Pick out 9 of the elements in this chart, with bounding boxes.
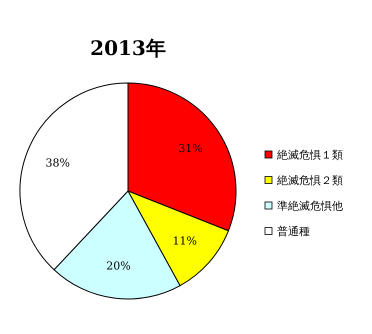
data-label: 20% [106, 260, 131, 273]
data-label: 38% [45, 156, 70, 170]
data-label: 11% [172, 234, 197, 248]
chart-title: 2013年 [90, 36, 166, 60]
legend-label: 絶滅危惧１類 [276, 148, 343, 162]
legend-label: 普通種 [277, 225, 310, 238]
legend-label: 絶滅危惧２類 [276, 174, 343, 187]
data-label: 31% [178, 142, 203, 156]
legend-label: 準絶滅危惧他 [277, 200, 343, 212]
